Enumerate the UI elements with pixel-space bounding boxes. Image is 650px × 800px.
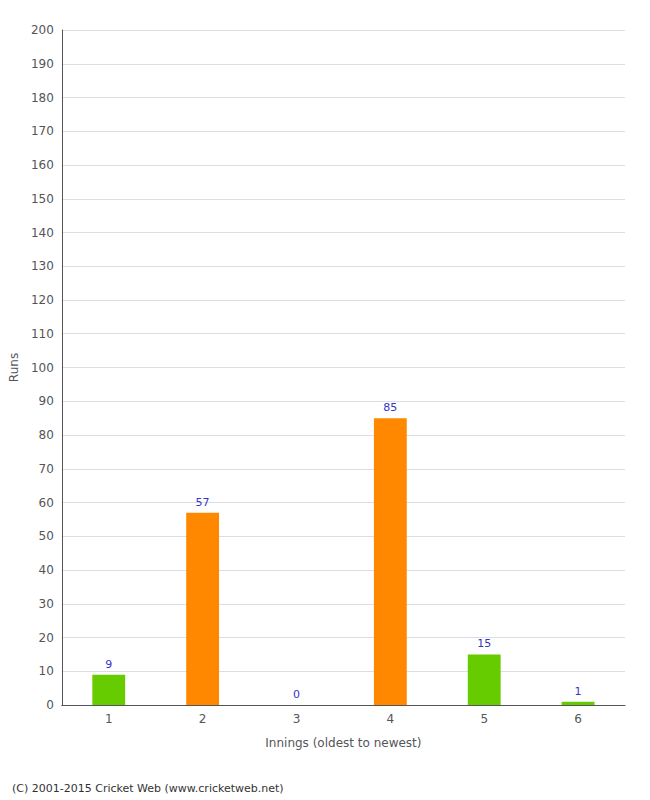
svg-text:60: 60 bbox=[39, 496, 54, 510]
svg-text:1: 1 bbox=[105, 712, 113, 726]
svg-text:110: 110 bbox=[31, 327, 54, 341]
svg-text:4: 4 bbox=[387, 712, 395, 726]
svg-text:40: 40 bbox=[39, 563, 54, 577]
svg-text:120: 120 bbox=[31, 293, 54, 307]
svg-text:50: 50 bbox=[39, 529, 54, 543]
svg-text:6: 6 bbox=[574, 712, 582, 726]
svg-text:90: 90 bbox=[39, 394, 54, 408]
svg-text:190: 190 bbox=[31, 57, 54, 71]
svg-text:(C) 2001-2015 Cricket Web (www: (C) 2001-2015 Cricket Web (www.cricketwe… bbox=[12, 782, 284, 795]
svg-text:5: 5 bbox=[480, 712, 488, 726]
svg-text:2: 2 bbox=[199, 712, 207, 726]
svg-text:130: 130 bbox=[31, 259, 54, 273]
svg-text:85: 85 bbox=[383, 401, 397, 414]
svg-text:160: 160 bbox=[31, 158, 54, 172]
svg-text:0: 0 bbox=[46, 698, 54, 712]
svg-text:100: 100 bbox=[31, 361, 54, 375]
svg-text:9: 9 bbox=[105, 658, 112, 671]
svg-text:200: 200 bbox=[31, 23, 54, 37]
svg-text:70: 70 bbox=[39, 462, 54, 476]
svg-text:57: 57 bbox=[196, 496, 210, 509]
svg-text:15: 15 bbox=[477, 637, 491, 650]
svg-text:0: 0 bbox=[293, 688, 300, 701]
svg-text:170: 170 bbox=[31, 124, 54, 138]
svg-text:3: 3 bbox=[293, 712, 301, 726]
svg-text:80: 80 bbox=[39, 428, 54, 442]
svg-text:20: 20 bbox=[39, 631, 54, 645]
svg-text:150: 150 bbox=[31, 192, 54, 206]
svg-text:Runs: Runs bbox=[7, 353, 21, 382]
svg-text:Innings (oldest to newest): Innings (oldest to newest) bbox=[265, 736, 421, 750]
svg-text:10: 10 bbox=[39, 664, 54, 678]
svg-text:140: 140 bbox=[31, 226, 54, 240]
svg-text:180: 180 bbox=[31, 91, 54, 105]
svg-text:1: 1 bbox=[575, 685, 582, 698]
svg-text:30: 30 bbox=[39, 597, 54, 611]
